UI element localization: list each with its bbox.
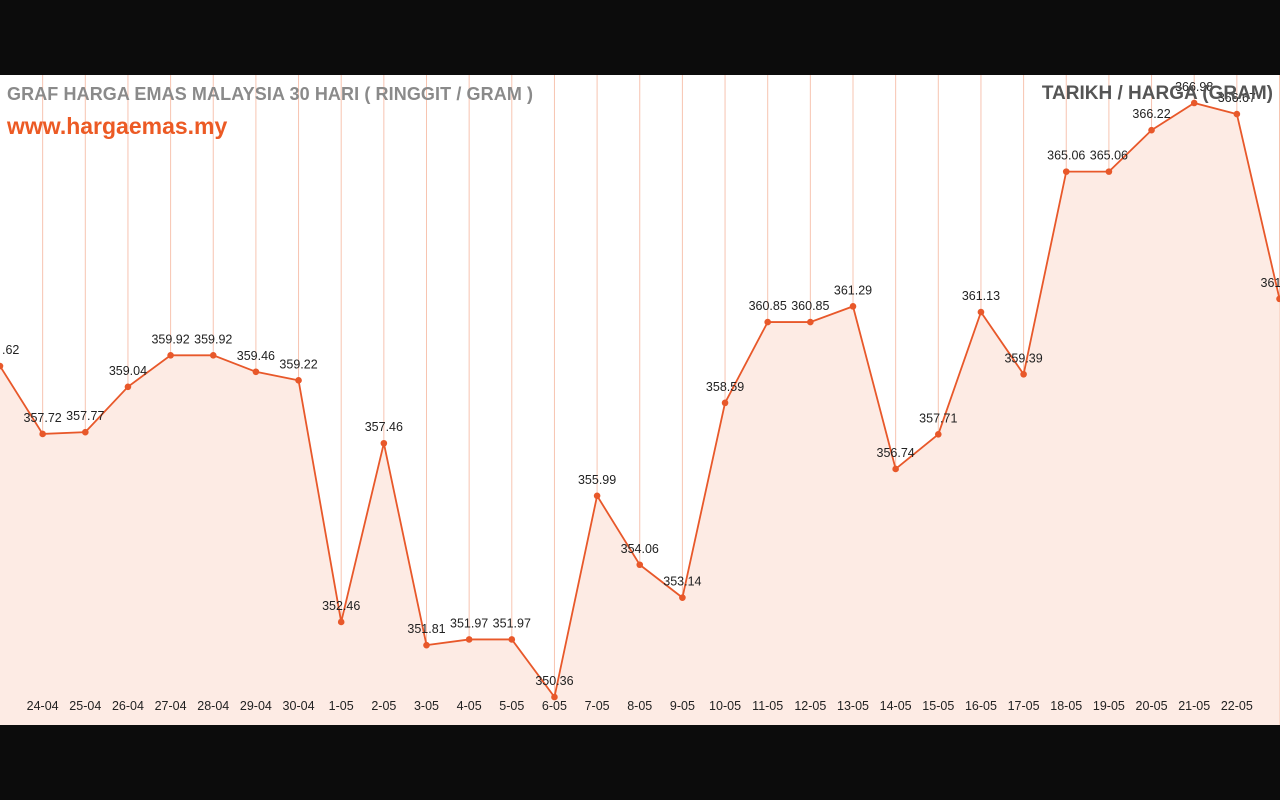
value-label: 366.67	[1218, 91, 1256, 105]
x-tick-label: 6-05	[542, 699, 567, 713]
data-point	[721, 399, 729, 407]
value-label: 355.99	[578, 473, 616, 487]
x-tick-label: 11-05	[752, 699, 783, 713]
price-chart: .62 357.72 24-04 357.77 25-04 359.04 26-04 359.…	[0, 75, 1280, 725]
x-tick-label: 1-05	[329, 699, 354, 713]
value-label: 359.46	[237, 349, 275, 363]
value-label: 365.06	[1047, 149, 1085, 163]
value-label: 358.59	[706, 380, 744, 394]
x-tick-label: 14-05	[880, 699, 912, 713]
value-label: 351.97	[450, 616, 488, 630]
x-tick-label: 16-05	[965, 699, 997, 713]
data-point	[167, 352, 174, 359]
value-label: 350.36	[535, 674, 573, 688]
x-tick-label: 3-05	[414, 699, 439, 713]
value-label: 365.06	[1090, 149, 1128, 163]
data-point	[1148, 126, 1155, 134]
data-point	[636, 561, 644, 569]
data-point	[892, 465, 899, 473]
x-tick-label: 5-05	[499, 699, 524, 713]
x-tick-label: 18-05	[1050, 699, 1082, 713]
x-tick-label: 24-04	[27, 699, 59, 713]
x-tick-label: 19-05	[1093, 699, 1125, 713]
data-point	[295, 377, 302, 384]
data-point	[1020, 370, 1027, 378]
x-tick-label: 17-05	[1008, 699, 1040, 713]
data-point	[679, 594, 686, 601]
x-tick-label: 29-04	[240, 699, 272, 713]
x-tick-label: 13-05	[837, 699, 869, 713]
data-point	[977, 308, 985, 316]
chart-title: GRAF HARGA EMAS MALAYSIA 30 HARI ( RINGG…	[7, 84, 534, 104]
data-point	[380, 439, 388, 447]
x-tick-label: 8-05	[627, 699, 652, 713]
value-label: 359.39	[1004, 351, 1042, 365]
data-point	[124, 383, 132, 391]
x-tick-label: 15-05	[922, 699, 954, 713]
x-tick-label: 27-04	[155, 699, 187, 713]
value-label: .62	[2, 343, 19, 357]
value-label: 352.46	[322, 599, 360, 613]
value-label: 361.29	[834, 283, 872, 297]
data-point	[1105, 168, 1113, 175]
x-tick-label: 12-05	[794, 699, 826, 713]
x-tick-label: 2-05	[371, 699, 396, 713]
area-fill	[0, 103, 1280, 725]
data-point	[82, 428, 89, 436]
value-label: 357.77	[66, 409, 104, 423]
data-point	[1190, 99, 1198, 107]
data-point	[252, 368, 260, 376]
x-tick-label: 30-04	[283, 699, 315, 713]
value-label: 359.22	[279, 357, 317, 371]
value-label: 357.46	[365, 420, 403, 434]
value-label: 360.85	[791, 299, 829, 313]
data-point	[209, 352, 217, 359]
x-tick-label: 26-04	[112, 699, 144, 713]
x-tick-label: 22-05	[1221, 699, 1253, 713]
data-point	[508, 636, 516, 643]
chart-area: .62 357.72 24-04 357.77 25-04 359.04 26-04 359.…	[0, 75, 1280, 725]
x-tick-label: 21-05	[1178, 699, 1210, 713]
data-point	[1276, 295, 1280, 303]
value-label: 366.98	[1175, 80, 1213, 94]
data-point	[593, 492, 601, 500]
value-label: 359.92	[194, 332, 232, 346]
value-label: 351.81	[407, 622, 445, 636]
value-label: 356.74	[877, 446, 915, 460]
data-point	[1062, 168, 1070, 175]
site-link[interactable]: www.hargaemas.my	[7, 113, 228, 139]
x-tick-label: 4-05	[457, 699, 482, 713]
value-label: 357.71	[919, 411, 957, 425]
data-point	[465, 636, 473, 643]
value-label: 357.72	[24, 411, 62, 425]
x-tick-label: 10-05	[709, 699, 741, 713]
data-point	[935, 431, 942, 438]
data-point	[551, 693, 558, 701]
data-point	[337, 618, 345, 626]
data-point	[807, 318, 814, 326]
data-point	[0, 362, 4, 370]
legend-title: TARIKH / HARGA (GRAM)	[1041, 83, 1273, 104]
x-tick-label: 20-05	[1136, 699, 1168, 713]
data-point	[423, 641, 430, 649]
x-tick-label: 7-05	[585, 699, 610, 713]
value-label: 359.92	[151, 332, 189, 346]
data-point	[39, 430, 46, 438]
data-point	[764, 318, 771, 326]
value-label: 361	[1261, 276, 1280, 290]
data-point	[849, 303, 857, 310]
value-label: 353.14	[663, 575, 701, 589]
x-tick-label: 25-04	[69, 699, 101, 713]
data-point	[1233, 110, 1241, 118]
value-label: 361.13	[962, 289, 1000, 303]
x-tick-label: 9-05	[670, 699, 695, 713]
value-label: 360.85	[749, 299, 787, 313]
value-label: 366.22	[1132, 107, 1170, 121]
value-label: 359.04	[109, 364, 147, 378]
value-label: 351.97	[493, 616, 531, 630]
value-label: 354.06	[621, 542, 659, 556]
x-tick-label: 28-04	[197, 699, 229, 713]
